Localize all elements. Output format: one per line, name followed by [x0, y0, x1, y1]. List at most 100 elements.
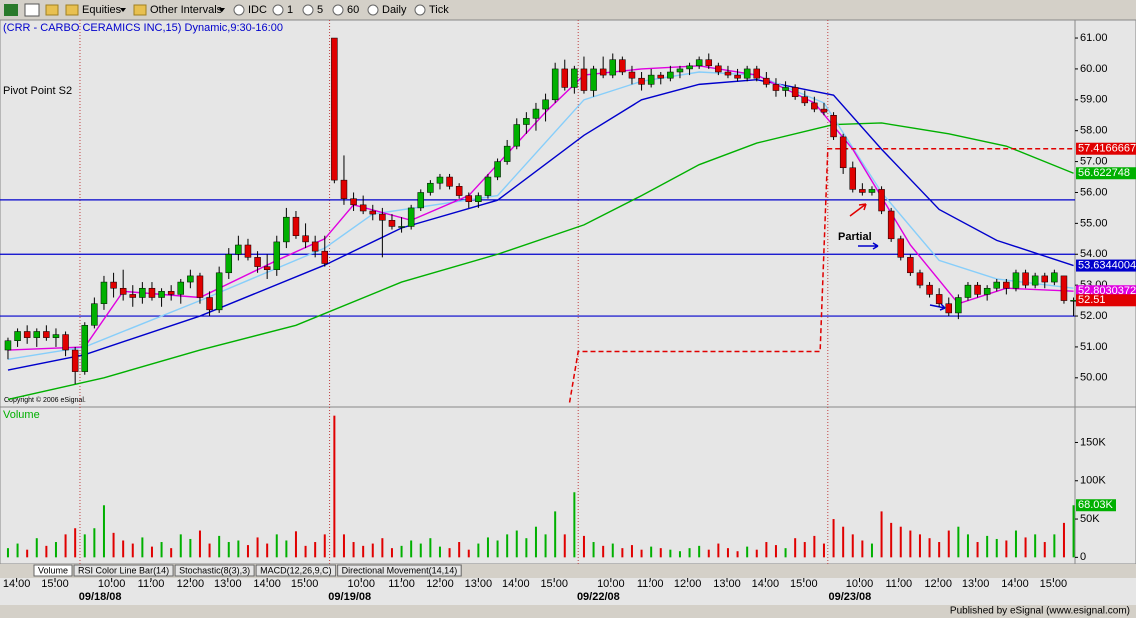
candle-body	[772, 84, 780, 91]
candle-body	[206, 297, 213, 311]
price-label: 52.51	[1078, 294, 1106, 306]
candle-body	[590, 68, 597, 91]
radio[interactable]	[414, 4, 426, 16]
interval-tick[interactable]: Tick	[429, 4, 449, 16]
candle-body	[263, 266, 271, 270]
candle-body	[427, 182, 434, 193]
y-tick-label: 55.00	[1080, 217, 1108, 229]
volume-bar	[131, 543, 134, 558]
menu-intervals[interactable]: Other Intervals	[150, 4, 223, 16]
x-tick-label: 12:00	[177, 578, 205, 590]
radio[interactable]	[302, 4, 314, 16]
candle-body	[110, 281, 117, 289]
candle-body	[945, 303, 953, 314]
candle-body	[782, 87, 789, 91]
candle-body	[955, 297, 962, 314]
candle-body	[647, 74, 655, 85]
volume-bar	[438, 546, 441, 558]
volume-bar	[755, 549, 758, 558]
radio[interactable]	[367, 4, 379, 16]
volume-bar	[794, 538, 797, 558]
price-label: 52.8030372	[1078, 285, 1136, 297]
volume-bar	[822, 543, 825, 558]
volume-label-box	[1076, 499, 1116, 512]
tab[interactable]: Volume	[33, 564, 73, 577]
menu-equities[interactable]: Equities	[82, 4, 122, 16]
volume-bar	[986, 535, 989, 558]
candle-body	[695, 59, 703, 67]
candle-body	[23, 331, 31, 338]
candle-body	[350, 198, 357, 206]
candle-body	[225, 254, 233, 274]
radio[interactable]	[233, 4, 245, 16]
tab[interactable]: RSI Color Line Bar(14)	[73, 564, 174, 577]
volume-bar	[803, 542, 806, 558]
volume-bar	[928, 538, 931, 558]
tab[interactable]: MACD(12,26,9,C)	[255, 564, 337, 577]
radio[interactable]	[272, 4, 284, 16]
x-tick-label: 14:00	[1001, 578, 1029, 590]
volume-bar	[966, 534, 969, 558]
radio[interactable]	[332, 4, 344, 16]
candle-body	[33, 331, 41, 338]
volume-bar	[323, 534, 326, 558]
tab[interactable]: Stochastic(8(3),3)	[174, 564, 255, 577]
interval-1[interactable]: 1	[287, 4, 293, 16]
y-tick-label: 100K	[1080, 475, 1106, 487]
icon-folder[interactable]	[133, 4, 147, 16]
volume-bar	[813, 535, 816, 558]
volume-title: Volume	[3, 409, 40, 421]
candle-body	[859, 189, 866, 193]
volume-bar	[1062, 522, 1065, 558]
x-tick-label: 13:00	[214, 578, 242, 590]
price-label-box	[1076, 142, 1136, 155]
x-tick-label: 10:00	[846, 578, 874, 590]
price-label: 56.622748	[1078, 167, 1130, 179]
icon-chart[interactable]	[4, 4, 18, 16]
candle-body	[667, 71, 674, 79]
candle-body	[868, 189, 876, 193]
candle-body	[1031, 275, 1039, 286]
volume-bar	[909, 530, 912, 558]
interval-daily[interactable]: Daily	[382, 4, 407, 16]
volume-bar	[102, 505, 105, 558]
volume-bar	[381, 538, 384, 558]
x-tick-label: 11:00	[388, 578, 415, 590]
dropdown-arrow	[120, 8, 126, 12]
interval-5[interactable]: 5	[317, 4, 323, 16]
status-bar	[0, 605, 1136, 618]
candle-body	[379, 213, 386, 221]
candle-body	[1051, 272, 1058, 283]
volume-bar	[832, 519, 835, 558]
tab-label: RSI Color Line Bar(14)	[78, 565, 169, 575]
candle-body	[542, 99, 549, 110]
volume-bar	[1053, 534, 1056, 558]
volume-bar	[534, 526, 537, 558]
candle-body	[849, 167, 857, 190]
volume-panel	[0, 406, 1136, 565]
volume-bar	[544, 534, 547, 558]
volume-bar	[957, 526, 960, 558]
interval-idc[interactable]: IDC	[248, 4, 267, 16]
volume-bar	[26, 549, 29, 558]
candle-body	[302, 235, 309, 243]
icon-settings[interactable]	[24, 3, 40, 17]
volume-bar	[160, 542, 163, 558]
volume-bar	[304, 545, 307, 558]
candle-body	[407, 207, 415, 227]
candle-body	[1012, 272, 1020, 289]
volume-bar	[45, 545, 48, 558]
date-label: 09/19/08	[328, 591, 371, 603]
interval-60[interactable]: 60	[347, 4, 359, 16]
volume-bar	[486, 537, 489, 558]
icon-folder[interactable]	[45, 4, 59, 16]
candle-body	[839, 136, 847, 169]
y-tick-label: 51.00	[1080, 341, 1108, 353]
icon-folder[interactable]	[65, 4, 79, 16]
volume-bar	[659, 548, 662, 558]
candle-body	[148, 287, 156, 298]
volume-bar	[592, 542, 595, 558]
tab[interactable]: Directional Movement(14,14)	[337, 564, 462, 577]
